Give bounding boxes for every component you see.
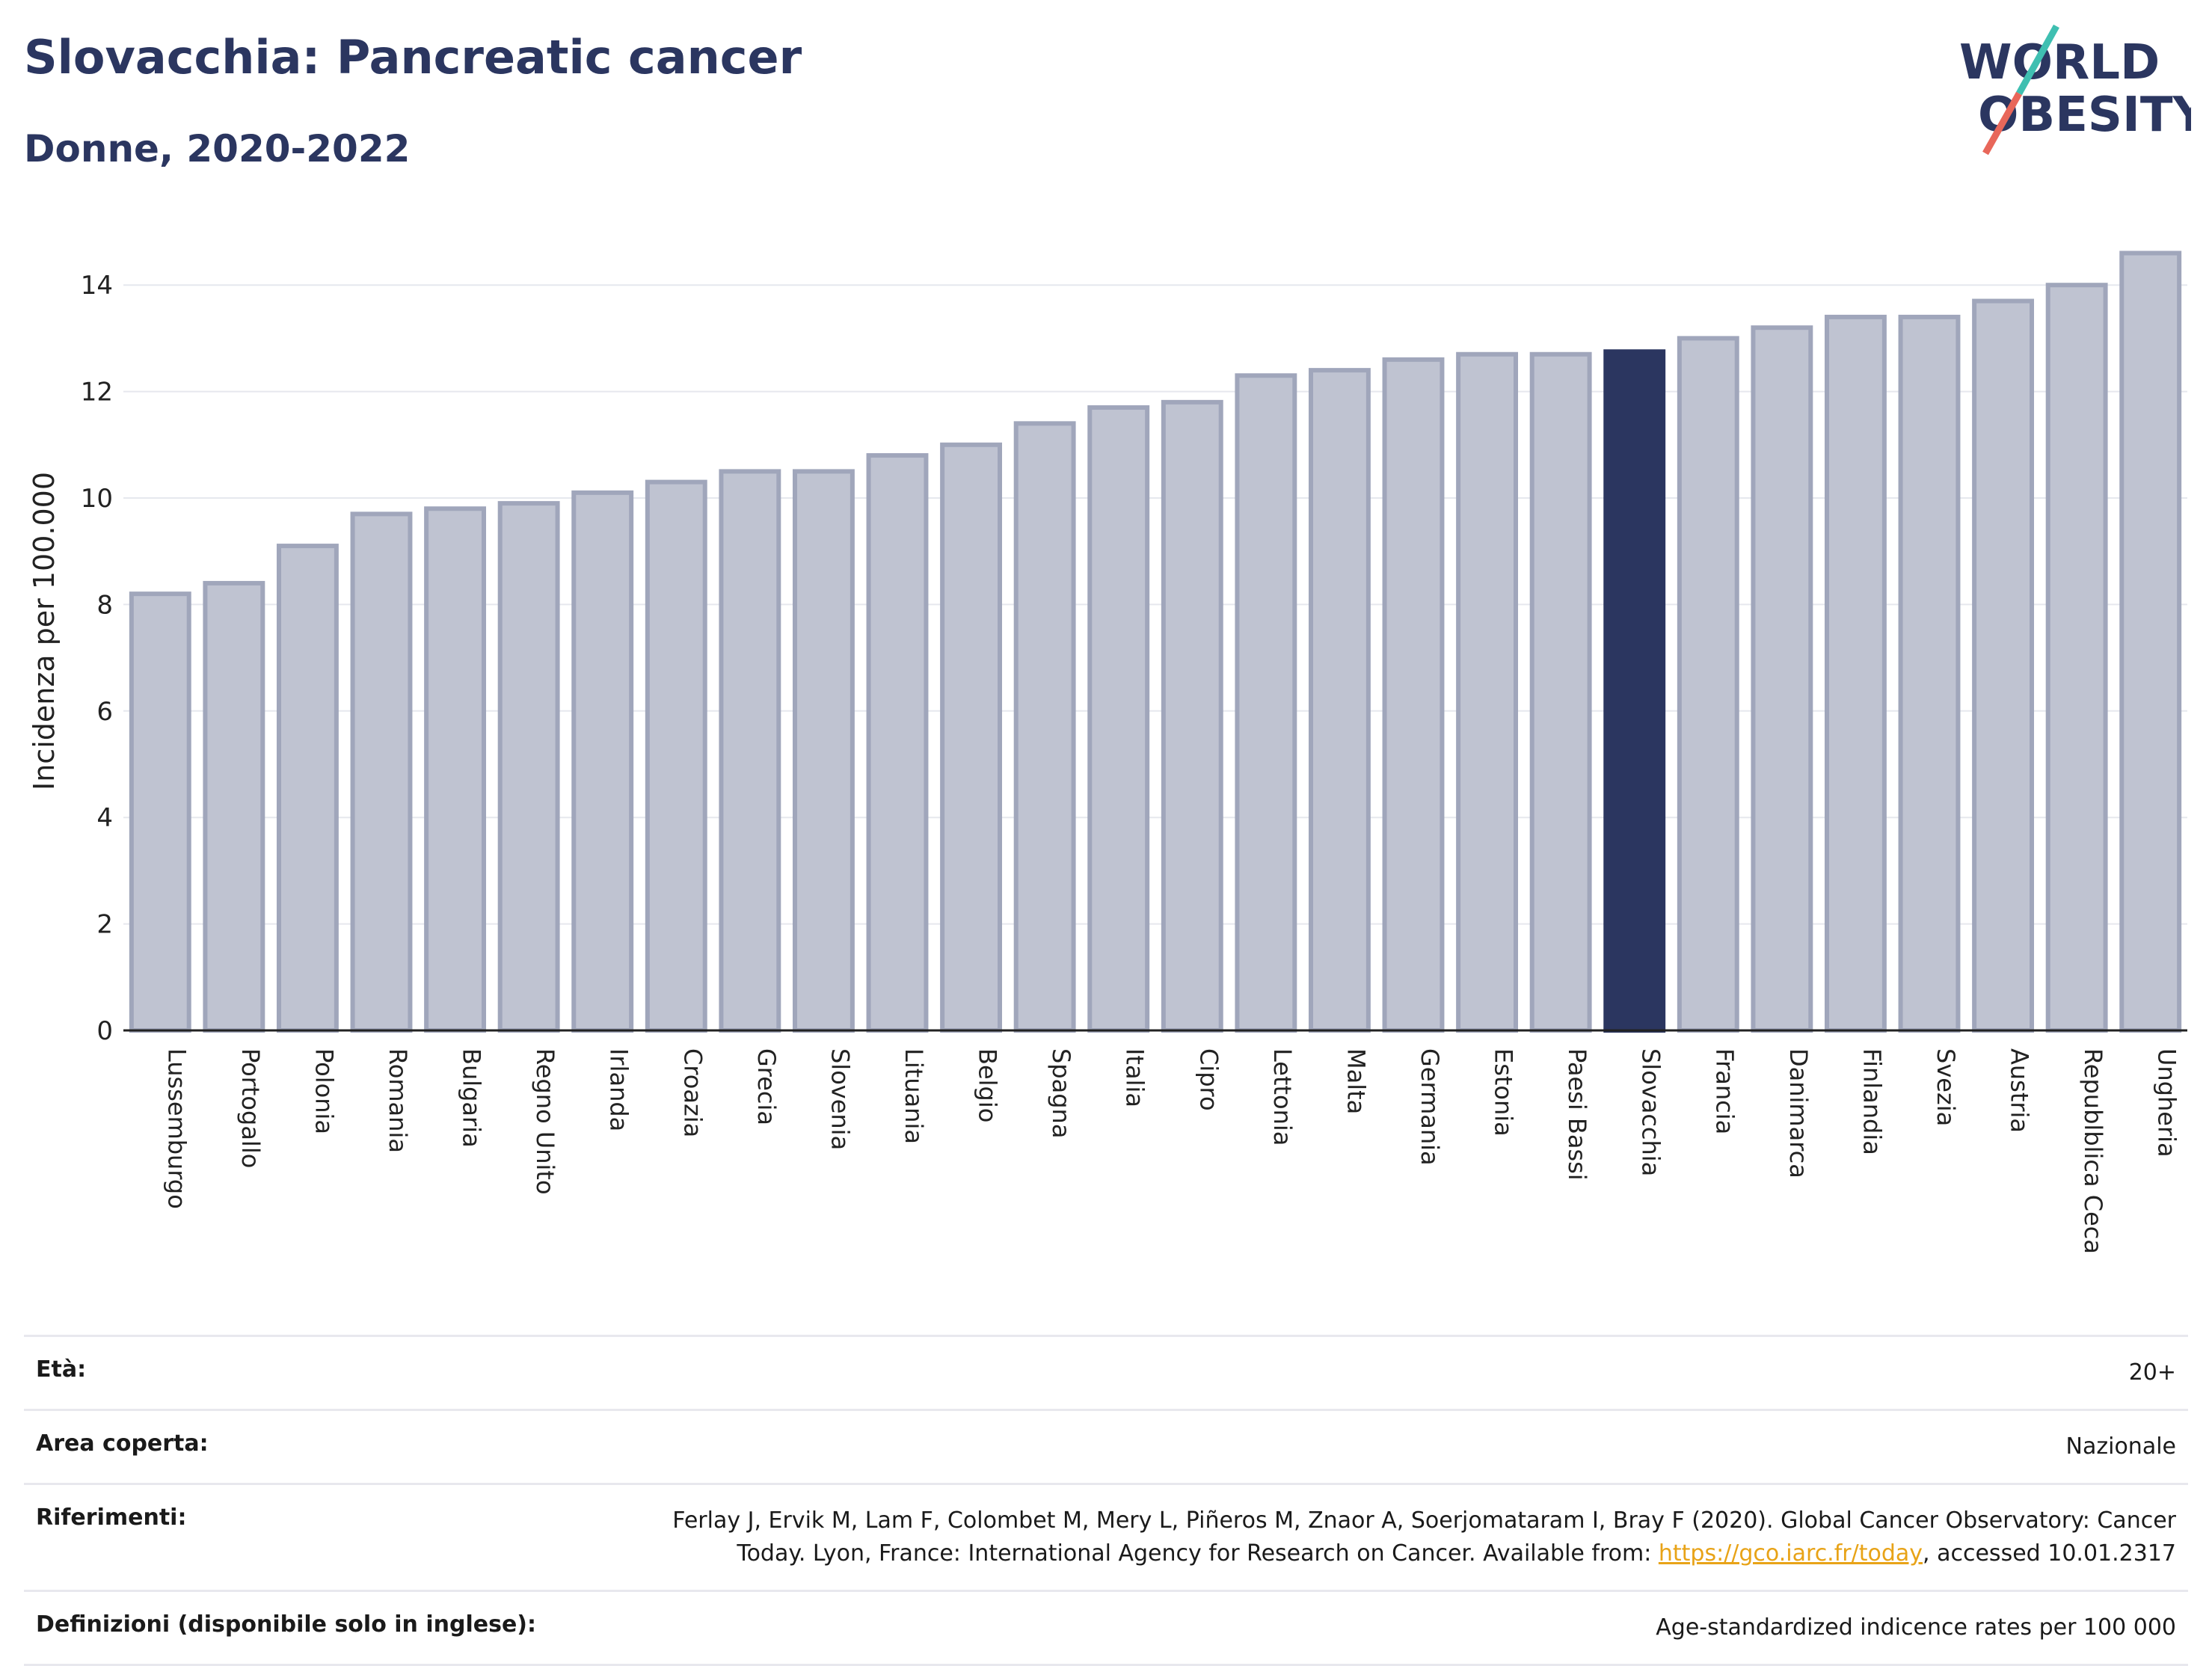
info-row-references: Riferimenti: Ferlay J, Ervik M, Lam F, C… <box>24 1483 2188 1590</box>
x-tick-label: Germania <box>1416 1048 1444 1166</box>
bar-belgio <box>940 442 1003 1033</box>
x-tick-label: Danimarca <box>1784 1048 1813 1178</box>
info-key: Riferimenti: <box>36 1504 187 1531</box>
x-tick-label: Ungheria <box>2153 1048 2181 1158</box>
x-tick-label: Slovenia <box>826 1048 854 1150</box>
x-tick-label: Lussemburgo <box>162 1048 191 1209</box>
bar-chart: 0 2 4 6 8 10 12 14 Lussemburgo Portogallo Polonia… <box>28 250 2187 1254</box>
chart-subtitle: Donne, 2020-2022 <box>24 127 411 170</box>
bar-ungheria <box>2119 250 2182 1033</box>
bar-austria <box>1972 298 2035 1033</box>
x-tick-label: Malta <box>1342 1048 1370 1114</box>
y-axis-ticks: 0 2 4 6 8 10 12 14 <box>81 271 113 1046</box>
bar-lussemburgo <box>129 591 191 1033</box>
x-tick-label: Grecia <box>752 1048 781 1125</box>
bar-malta <box>1308 368 1371 1033</box>
x-tick-label: Finlandia <box>1858 1048 1886 1155</box>
y-tick-label: 10 <box>81 484 113 514</box>
chart-title: Slovacchia: Pancreatic cancer <box>24 30 802 84</box>
x-tick-label: Regno Unito <box>531 1048 559 1195</box>
x-tick-label: Austria <box>2006 1048 2034 1133</box>
x-tick-label: Belgio <box>974 1048 1002 1122</box>
world-obesity-logo: WORLD OBESITY <box>1959 24 2191 156</box>
info-row-age: Età: 20+ <box>24 1335 2188 1409</box>
bar-bulgaria <box>424 506 487 1033</box>
y-tick-label: 12 <box>81 378 113 408</box>
bar-svezia <box>1898 314 1961 1033</box>
bar-italia <box>1087 405 1150 1033</box>
y-axis-label: Incidenza per 100.000 <box>28 472 61 790</box>
x-tick-label: Slovacchia <box>1637 1048 1665 1176</box>
bar-cipro <box>1161 399 1223 1033</box>
logo-line1: WORLD <box>1959 35 2160 90</box>
x-tick-label: Irlanda <box>605 1048 633 1131</box>
bar-grecia <box>719 469 781 1033</box>
y-tick-label: 8 <box>96 590 113 620</box>
x-tick-label: Portogallo <box>236 1048 265 1168</box>
x-tick-label: Polonia <box>310 1048 338 1134</box>
x-tick-label: Spagna <box>1047 1048 1075 1138</box>
y-tick-label: 6 <box>96 697 113 727</box>
info-key: Definizioni (disponibile solo in inglese… <box>36 1611 536 1638</box>
info-key: Area coperta: <box>36 1430 209 1457</box>
bar-danimarca <box>1751 325 1813 1033</box>
bar-germania <box>1382 357 1445 1033</box>
bar-croazia <box>645 479 707 1033</box>
bar-polonia <box>276 544 339 1033</box>
logo-slash-teal <box>2016 24 2059 96</box>
bar-slovenia <box>792 469 855 1033</box>
y-tick-label: 4 <box>96 803 113 833</box>
y-tick-label: 14 <box>81 271 113 301</box>
bar-lituania <box>866 453 929 1033</box>
x-tick-label: Croazia <box>678 1048 707 1137</box>
info-table: Età: 20+ Area coperta: Nazionale Riferim… <box>24 1335 2188 1666</box>
reference-line2-post: , accessed 10.01.2317 <box>1923 1540 2176 1567</box>
x-tick-label: Bulgaria <box>458 1048 486 1148</box>
logo-slash-red <box>1982 91 2022 156</box>
bar-finlandia <box>1824 314 1887 1033</box>
info-key: Età: <box>36 1356 87 1383</box>
bar-romania <box>350 511 413 1033</box>
x-tick-label: Svezia <box>1932 1048 1960 1126</box>
info-value: Nazionale <box>2065 1433 2176 1460</box>
info-value: 20+ <box>2128 1359 2176 1386</box>
y-tick-label: 0 <box>96 1016 113 1046</box>
bar-irlanda <box>571 490 634 1033</box>
x-tick-label: Romania <box>384 1048 412 1153</box>
x-axis-labels: Lussemburgo Portogallo Polonia Romania Bulga… <box>162 1048 2181 1254</box>
bar-portogallo <box>203 580 265 1033</box>
bar-republblica-ceca <box>2045 283 2108 1033</box>
x-tick-label: Estonia <box>1490 1048 1518 1137</box>
x-tick-label: Italia <box>1121 1048 1149 1107</box>
reference-line1: Ferlay J, Ervik M, Lam F, Colombet M, Me… <box>672 1507 2176 1534</box>
bar-spagna <box>1013 421 1076 1033</box>
x-tick-label: Lettonia <box>1268 1048 1297 1146</box>
bar-paesi-bassi <box>1529 351 1592 1033</box>
x-tick-label: Francia <box>1710 1048 1739 1134</box>
reference-line2-pre: Today. Lyon, France: International Agenc… <box>737 1540 1659 1567</box>
bar-lettonia <box>1235 373 1297 1033</box>
reference-link[interactable]: https://gco.iarc.fr/today <box>1658 1540 1923 1567</box>
bar-francia <box>1677 336 1739 1033</box>
x-tick-label: Lituania <box>900 1048 928 1144</box>
bar-slovacchia <box>1603 349 1666 1033</box>
info-value: Ferlay J, Ervik M, Lam F, Colombet M, Me… <box>672 1504 2176 1570</box>
bar-estonia <box>1456 351 1519 1033</box>
info-value: Age-standardized indicence rates per 100… <box>1656 1614 2176 1641</box>
x-tick-label: Cipro <box>1194 1048 1223 1111</box>
bars <box>129 250 2182 1033</box>
info-row-area: Area coperta: Nazionale <box>24 1409 2188 1483</box>
bar-regno-unito <box>497 501 560 1033</box>
x-tick-label: Paesi Bassi <box>1563 1048 1591 1181</box>
x-tick-label: Republblica Ceca <box>2079 1048 2107 1254</box>
y-tick-label: 2 <box>96 910 113 940</box>
